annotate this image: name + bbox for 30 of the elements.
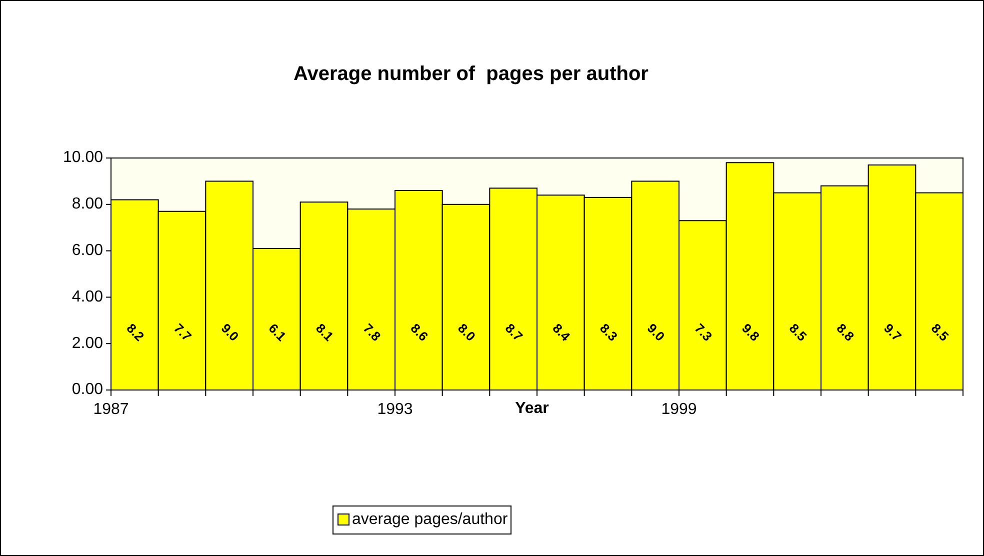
x-tick-label: 1993: [377, 401, 413, 418]
x-tick-label: 1999: [661, 401, 697, 418]
text: 8.1: [313, 320, 336, 344]
y-tick-label: 0.00: [72, 381, 104, 398]
text: 6.1: [266, 320, 290, 344]
text: 8.3: [597, 320, 620, 344]
text: 8.0: [455, 320, 478, 344]
text: 7.3: [692, 320, 716, 344]
y-tick-label: 4.00: [72, 288, 104, 306]
text: 8.4: [550, 320, 574, 344]
text: 8.5: [928, 320, 952, 344]
text: 8.2: [124, 320, 148, 344]
text: 9.8: [739, 320, 762, 344]
text: 7.7: [171, 320, 194, 344]
text: 9.0: [644, 320, 668, 344]
chart-title: Average number of pages per author: [294, 63, 649, 85]
text: 9.0: [218, 320, 242, 344]
y-tick-label: 2.00: [72, 334, 104, 352]
y-tick-label: 8.00: [72, 196, 104, 213]
y-tick-label: 6.00: [72, 242, 104, 260]
text: 8.6: [408, 320, 432, 344]
text: 8.5: [786, 320, 810, 344]
x-axis-title: Year: [515, 400, 549, 417]
text: 8.7: [502, 320, 526, 344]
text: 7.8: [360, 320, 384, 344]
legend-label: average pages/author: [352, 511, 508, 528]
x-tick-label: 1987: [93, 401, 129, 418]
text: 8.8: [834, 320, 858, 344]
y-tick-label: 10.00: [62, 149, 104, 166]
text: 9.7: [881, 320, 904, 344]
